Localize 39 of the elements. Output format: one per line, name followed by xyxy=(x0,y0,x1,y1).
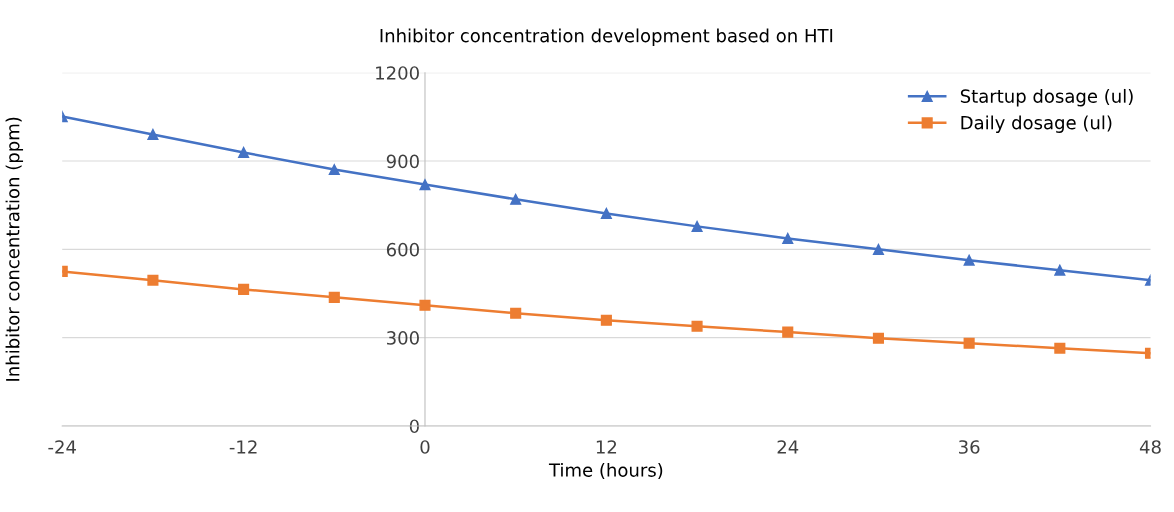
point xyxy=(782,232,794,245)
point xyxy=(691,220,703,232)
x-tick-label: -24 xyxy=(48,440,76,454)
x-tick-label: -12 xyxy=(229,440,257,454)
x-tick-label: 24 xyxy=(777,440,799,454)
point xyxy=(328,291,340,303)
y-axis-title: Inhibitor concentration (ppm) xyxy=(5,117,24,381)
y-tick-label: 600 xyxy=(386,242,419,257)
point xyxy=(419,179,431,191)
point xyxy=(600,207,612,219)
point xyxy=(872,332,885,344)
point xyxy=(147,128,159,141)
x-axis-title: Time (hours) xyxy=(548,462,663,479)
point xyxy=(600,314,612,326)
y-tick-label: 300 xyxy=(387,331,419,345)
point xyxy=(238,146,250,159)
point xyxy=(1054,264,1066,276)
x-tick-label: 0 xyxy=(420,440,430,454)
point xyxy=(963,254,975,266)
y-tick-label: 0 xyxy=(409,419,419,434)
y-tick-label: 900 xyxy=(386,154,419,169)
x-tick-label: 36 xyxy=(959,440,980,454)
point xyxy=(1054,342,1066,354)
x-tick-label: 12 xyxy=(596,440,617,454)
point xyxy=(510,307,522,319)
point xyxy=(510,193,522,205)
point xyxy=(963,337,975,349)
point xyxy=(691,320,703,332)
chart-title: Inhibitor concentration development based on HTI xyxy=(380,28,833,46)
y-tick-label: 1200 xyxy=(376,66,419,80)
point xyxy=(328,164,340,176)
x-tick-label: 48 xyxy=(1139,440,1161,454)
legend-label: Daily dosage (ul) xyxy=(961,115,1112,133)
legend-label: Startup dosage (ul) xyxy=(960,88,1133,107)
point xyxy=(782,326,794,338)
point xyxy=(872,243,885,255)
point xyxy=(238,283,250,295)
point xyxy=(147,274,159,286)
point xyxy=(419,299,431,311)
